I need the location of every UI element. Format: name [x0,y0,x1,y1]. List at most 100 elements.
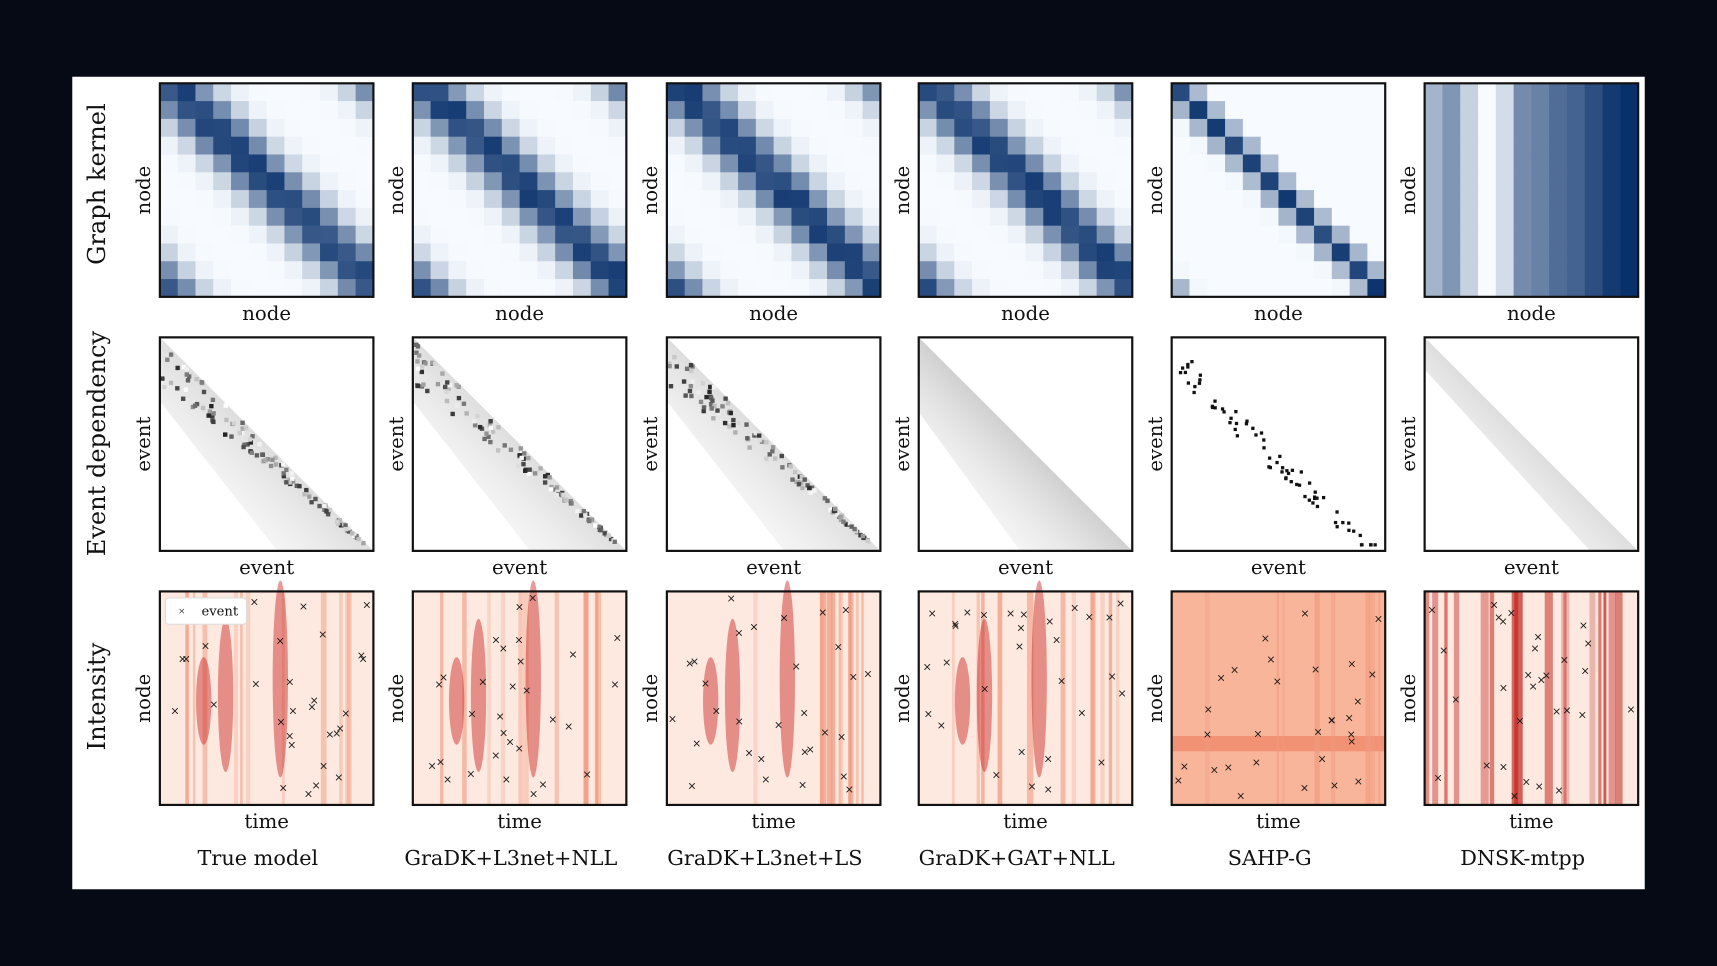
heatmap-cell [1114,279,1133,298]
dependency-cell [794,479,799,484]
heatmap-cell [448,154,467,173]
dependency-cell [160,376,165,381]
heatmap-cell [1349,279,1368,298]
heatmap-cell [1043,154,1062,173]
heatmap-cell [430,136,449,156]
heatmap-cell [608,154,627,173]
heatmap-cell [159,101,179,120]
dependency-cell [847,521,853,526]
heatmap-cell [266,279,285,298]
heatmap-cell [248,136,268,156]
dependency-cell [456,395,462,401]
dependency-cell [747,445,752,450]
heatmap-cell [1442,261,1461,280]
intensity-streak [1432,591,1439,805]
heatmap-cell [791,225,810,245]
event-marker: × [928,607,937,620]
dependency-cell [838,517,844,523]
panel-frame [665,82,882,298]
dependency-cell [488,439,493,445]
heatmap-cell [519,154,538,173]
dependency-cell [770,449,775,454]
intensity-streak [1331,591,1336,805]
event-marker: × [749,621,758,634]
heatmap-cell [572,190,592,209]
dependency-cell [704,403,710,408]
heatmap-cell [484,136,503,156]
heatmap-cell [1349,172,1368,191]
heatmap-cell [412,207,432,227]
dependency-cell [289,471,294,476]
dependency-cell [538,466,543,471]
event-marker: × [466,768,475,781]
heatmap-cell [430,154,449,173]
dependency-cell [419,364,425,369]
heatmap-cell [755,279,775,298]
event-marker: × [1252,756,1261,769]
dependency-cell [701,405,707,410]
heatmap-cell [337,154,357,173]
panel: ×××××××××××××××××××××××××××××× [1170,590,1387,807]
dependency-cell [508,447,514,452]
intensity-streak [1489,591,1495,805]
heatmap-cell [501,190,521,209]
heatmap-cell [484,207,503,227]
column-title: SAHP-G [1228,846,1312,870]
heatmap-cell [918,172,938,191]
dependency-dot [1290,468,1295,472]
heatmap-cell [448,190,467,209]
dependency-dot [1251,426,1255,430]
heatmap-cell [1460,101,1479,120]
dependency-cell [162,384,167,390]
event-marker: × [276,635,285,648]
heatmap-cell [1278,261,1297,280]
dependency-cell [347,529,352,534]
heatmap-cell [1460,136,1479,156]
heatmap-cell [195,261,214,280]
heatmap-cell [1007,136,1027,156]
event-marker: × [701,677,710,690]
dependency-cell [304,487,309,493]
event-marker: × [1560,654,1569,667]
heatmap-cell [195,136,214,156]
heatmap-cell [1478,83,1497,102]
intensity-streak [831,591,836,805]
event-marker: × [992,768,1001,781]
heatmap-cell [284,279,303,298]
heatmap-cell [1043,261,1062,280]
dependency-dot [1312,496,1317,501]
heatmap-cell [1495,101,1515,120]
heatmap-cell [608,261,627,280]
event-marker: × [182,653,191,666]
intensity-streak [1026,591,1034,805]
heatmap-cell [666,243,686,262]
intensity-peak [954,657,971,745]
intensity-streak [1060,591,1066,805]
dependency-cell [753,430,758,436]
event-marker: × [515,601,524,614]
dependency-cell [317,503,322,509]
heatmap-cell [791,261,810,280]
heatmap-cell [466,154,485,173]
legend-box [164,597,247,625]
heatmap-cell [1531,190,1550,209]
event-marker: × [276,716,285,729]
event-marker: × [841,604,850,617]
heatmap-cell [809,118,828,138]
heatmap-cell [1114,243,1133,262]
dependency-dot [1190,360,1194,364]
event-marker: × [508,680,517,693]
dependency-cell [260,452,265,457]
heatmap-cell [684,83,704,102]
heatmap-cell [466,172,485,191]
heatmap-cell [1189,225,1208,245]
row-label: Intensity [83,642,111,750]
intensity-streak [861,591,864,805]
dependency-cell [241,444,246,450]
heatmap-cell [484,101,503,120]
dependency-dot [1244,422,1249,426]
event-marker: × [942,656,951,669]
dependency-cell [764,440,769,445]
heatmap-cell [412,172,432,191]
heatmap-cell [720,83,739,102]
